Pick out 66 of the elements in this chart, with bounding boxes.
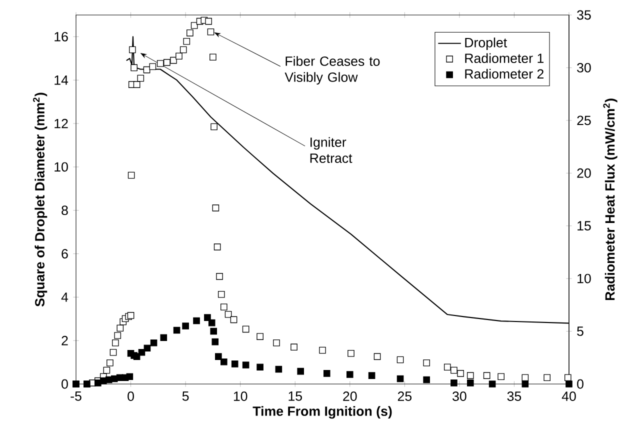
point bbox=[566, 380, 572, 388]
x-tick-label: 20 bbox=[343, 392, 357, 401]
y2-tick-label: 15 bbox=[578, 221, 591, 230]
point bbox=[466, 380, 474, 386]
x-tick-label: 40 bbox=[562, 392, 576, 401]
x-tick-label: -5 bbox=[70, 392, 82, 401]
x-tick-label: 10 bbox=[234, 392, 248, 401]
point bbox=[212, 338, 219, 346]
y-tick-label: 2 bbox=[62, 336, 68, 346]
point bbox=[215, 353, 222, 360]
point bbox=[488, 380, 496, 388]
point bbox=[204, 314, 211, 321]
point bbox=[297, 368, 304, 375]
point bbox=[208, 319, 216, 326]
y-tick-label: 8 bbox=[62, 206, 68, 216]
y2-tick-label: 20 bbox=[577, 168, 591, 178]
point bbox=[346, 371, 354, 378]
point bbox=[423, 376, 430, 384]
point bbox=[323, 370, 330, 377]
point bbox=[193, 317, 200, 324]
y2-axis-title: Radiometer Heat Flux (mW/cm$^{2}$) bbox=[603, 98, 618, 300]
legend-label: Radiometer 2 bbox=[465, 68, 544, 79]
point bbox=[275, 366, 282, 373]
x-tick-label: 35 bbox=[507, 392, 522, 401]
point bbox=[182, 322, 189, 330]
x-tick-label: 5 bbox=[182, 392, 189, 401]
y2-tick-label: 30 bbox=[577, 62, 591, 72]
y-tick-label: 14 bbox=[54, 76, 68, 85]
x-tick-label: 25 bbox=[398, 392, 412, 401]
point bbox=[150, 339, 158, 346]
point bbox=[133, 353, 140, 360]
y-tick-label: 0 bbox=[62, 379, 68, 389]
x-tick-label: 15 bbox=[288, 392, 302, 401]
point bbox=[396, 375, 404, 382]
point bbox=[210, 328, 218, 335]
y-tick-label: 4 bbox=[61, 292, 68, 302]
annotation: Igniter Retract bbox=[310, 137, 352, 163]
y2-tick-label: 10 bbox=[578, 274, 591, 284]
point bbox=[144, 344, 151, 352]
x-tick-label: 30 bbox=[452, 392, 466, 401]
y2-tick-label: 25 bbox=[577, 116, 591, 126]
y2-tick-label: 0 bbox=[577, 379, 584, 389]
point bbox=[242, 362, 250, 368]
point bbox=[256, 364, 264, 371]
y-tick-label: 10 bbox=[54, 162, 68, 172]
point bbox=[522, 380, 529, 388]
x-tick-label: 0 bbox=[128, 392, 134, 401]
y-tick-label: 6 bbox=[62, 249, 68, 258]
point bbox=[450, 380, 458, 386]
y-tick-label: 16 bbox=[54, 32, 68, 42]
y2-tick-label: 5 bbox=[577, 326, 584, 336]
legend-label: Droplet bbox=[465, 38, 508, 50]
point bbox=[231, 360, 238, 368]
point bbox=[173, 326, 180, 334]
point bbox=[368, 372, 376, 379]
y-axis-title: Square of Droplet Diameter (mm$^{2}$) bbox=[33, 92, 48, 307]
y2-tick-label: 35 bbox=[577, 10, 591, 20]
legend-label: Radiometer 1 bbox=[465, 53, 544, 64]
y-tick-label: 12 bbox=[54, 118, 68, 128]
point bbox=[94, 380, 102, 386]
point bbox=[126, 373, 134, 380]
point bbox=[138, 348, 146, 356]
point bbox=[160, 334, 168, 341]
annotation: Fiber Ceases to Visibly Glow bbox=[284, 56, 380, 85]
x-axis-title: Time From Ignition (s) bbox=[252, 406, 392, 419]
point bbox=[220, 358, 228, 366]
